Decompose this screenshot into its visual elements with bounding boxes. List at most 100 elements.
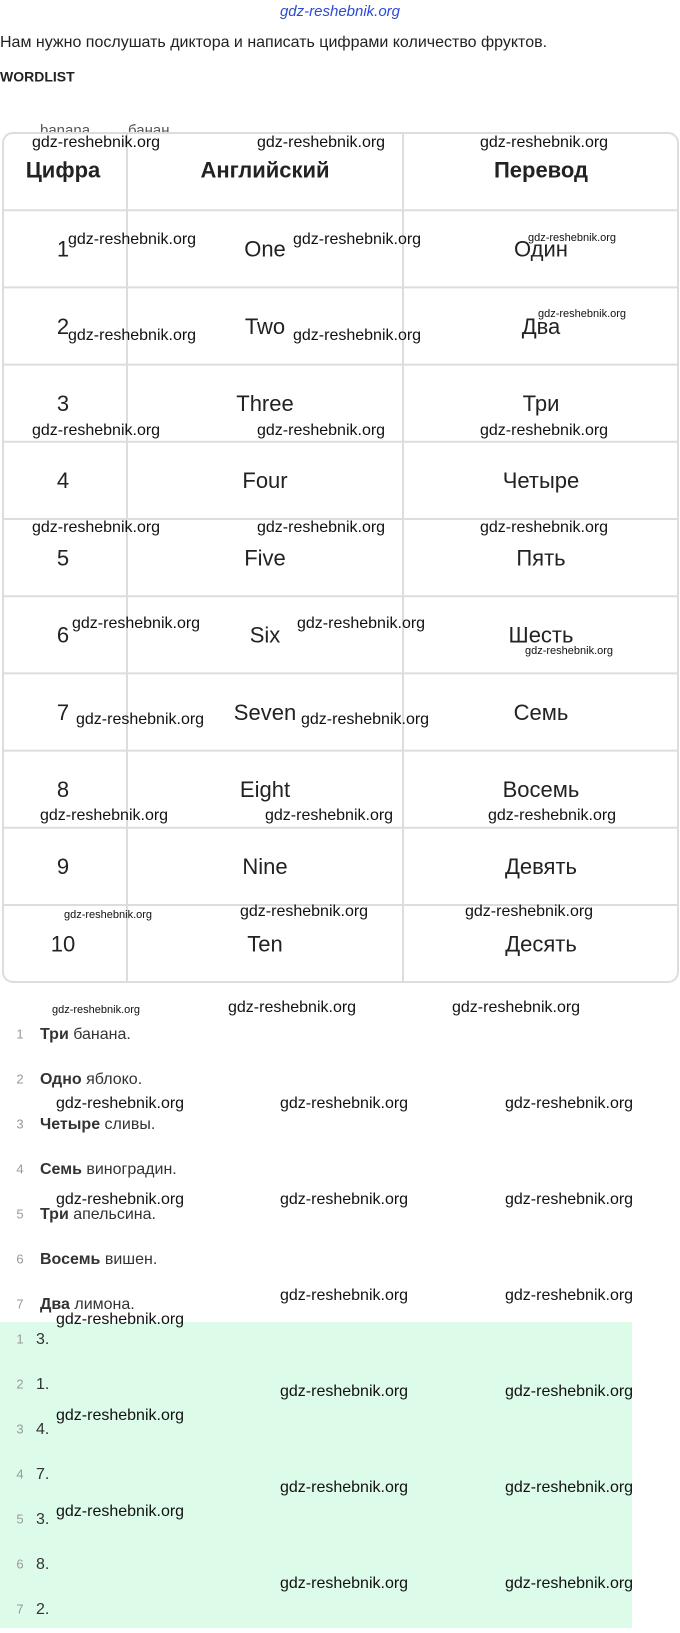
watermark: gdz-reshebnik.org	[76, 711, 204, 728]
watermark: gdz-reshebnik.org	[52, 1004, 140, 1016]
watermark: gdz-reshebnik.org	[257, 422, 385, 439]
watermark: gdz-reshebnik.org	[257, 519, 385, 536]
table-cell: Five	[244, 545, 286, 570]
sentence-bold: Два	[40, 1296, 70, 1313]
watermark: gdz-reshebnik.org	[68, 231, 196, 248]
table-cell: Four	[242, 468, 287, 493]
watermark: gdz-reshebnik.org	[280, 1479, 408, 1496]
watermark: gdz-reshebnik.org	[480, 519, 608, 536]
sentence-bold: Три	[40, 1206, 69, 1223]
list-number: 1	[16, 1331, 23, 1346]
list-number: 2	[16, 1376, 23, 1391]
sentence: Одно яблоко.	[40, 1071, 142, 1088]
watermark: gdz-reshebnik.org	[505, 1191, 633, 1208]
table-cell: Четыре	[503, 468, 580, 493]
table-cell: 1	[57, 237, 69, 262]
watermark: gdz-reshebnik.org	[56, 1407, 184, 1424]
table-frame	[2, 132, 679, 983]
list-number: 4	[16, 1161, 23, 1176]
sentence-rest: вишен.	[100, 1251, 157, 1268]
watermark: gdz-reshebnik.org	[280, 1191, 408, 1208]
list-number: 5	[16, 1511, 23, 1526]
answer: 3.	[36, 1331, 49, 1348]
watermark: gdz-reshebnik.org	[488, 807, 616, 824]
table-cell: Два	[522, 314, 561, 339]
answer: 7.	[36, 1466, 49, 1483]
sentence-bold: Три	[40, 1026, 69, 1043]
watermark: gdz-reshebnik.org	[505, 1383, 633, 1400]
sentence-bold: Восемь	[40, 1251, 101, 1268]
watermark: gdz-reshebnik.org	[293, 231, 421, 248]
watermark: gdz-reshebnik.org	[265, 807, 393, 824]
table-cell: Три	[523, 391, 560, 416]
sentence: Три апельсина.	[40, 1206, 156, 1223]
watermark: gdz-reshebnik.org	[505, 1479, 633, 1496]
sentence-rest: виноградин.	[82, 1161, 177, 1178]
table-cell: Seven	[234, 700, 296, 725]
list-number: 4	[16, 1466, 23, 1481]
watermark: gdz-reshebnik.org	[465, 903, 593, 920]
answer-box	[0, 1322, 632, 1628]
table-cell: Пять	[516, 545, 565, 570]
table-cell: Six	[250, 623, 281, 648]
table-cell: Two	[245, 314, 285, 339]
watermark: gdz-reshebnik.org	[280, 1287, 408, 1304]
watermark: gdz-reshebnik.org	[56, 1191, 184, 1208]
watermark: gdz-reshebnik.org	[505, 1575, 633, 1592]
list-number: 1	[16, 1026, 23, 1041]
sentence: Три банана.	[40, 1026, 131, 1043]
watermark: gdz-reshebnik.org	[32, 134, 160, 151]
watermark: gdz-reshebnik.org	[56, 1503, 184, 1520]
answer: 4.	[36, 1421, 49, 1438]
answer: 2.	[36, 1601, 49, 1618]
list-number: 7	[16, 1296, 23, 1311]
watermark: gdz-reshebnik.org	[56, 1311, 184, 1328]
table-cell: 6	[57, 623, 69, 648]
watermark: gdz-reshebnik.org	[297, 615, 425, 632]
watermark: gdz-reshebnik.org	[56, 1095, 184, 1112]
answer: 3.	[36, 1511, 49, 1528]
watermark: gdz-reshebnik.org	[32, 422, 160, 439]
watermark: gdz-reshebnik.org	[293, 327, 421, 344]
table-header: Английский	[200, 157, 329, 182]
sentence: Восемь вишен.	[40, 1251, 157, 1268]
sentence-rest: яблоко.	[82, 1071, 143, 1088]
watermark: gdz-reshebnik.org	[68, 327, 196, 344]
table-cell: One	[244, 237, 286, 262]
watermark: gdz-reshebnik.org	[228, 999, 356, 1016]
list-number: 7	[16, 1601, 23, 1616]
table-cell: 7	[57, 700, 69, 725]
table-header: Перевод	[494, 157, 588, 182]
list-number: 2	[16, 1071, 23, 1086]
list-number: 5	[16, 1206, 23, 1221]
table-cell: Шесть	[509, 623, 574, 648]
watermark: gdz-reshebnik.org	[40, 807, 168, 824]
watermark: gdz-reshebnik.org	[480, 422, 608, 439]
watermark: gdz-reshebnik.org	[280, 1575, 408, 1592]
table-cell: Один	[514, 237, 568, 262]
watermark: gdz-reshebnik.org	[538, 308, 626, 320]
sentence-bold: Семь	[40, 1161, 82, 1178]
watermark: gdz-reshebnik.org	[505, 1095, 633, 1112]
watermark: gdz-reshebnik.org	[64, 909, 152, 921]
table-cell: Three	[236, 391, 293, 416]
instruction: Нам нужно послушать диктора и написать ц…	[0, 34, 547, 51]
sentence: Семь виноградин.	[40, 1161, 177, 1178]
watermark: gdz-reshebnik.org	[301, 711, 429, 728]
watermark: gdz-reshebnik.org	[525, 645, 613, 657]
table-cell: 2	[57, 314, 69, 339]
sentence-rest: апельсина.	[69, 1206, 156, 1223]
table-cell: 8	[57, 777, 69, 802]
sentence-bold: Четыре	[40, 1116, 100, 1133]
table-cell: Ten	[247, 931, 282, 956]
watermark: gdz-reshebnik.org	[280, 1383, 408, 1400]
list-number: 3	[16, 1116, 23, 1131]
sentence: Четыре сливы.	[40, 1116, 155, 1133]
watermark: gdz-reshebnik.org	[72, 615, 200, 632]
sentence-rest: лимона.	[70, 1296, 135, 1313]
table-cell: Десять	[505, 931, 577, 956]
table-cell: Eight	[240, 777, 290, 802]
table-cell: Nine	[242, 854, 287, 879]
answer: 8.	[36, 1556, 49, 1573]
